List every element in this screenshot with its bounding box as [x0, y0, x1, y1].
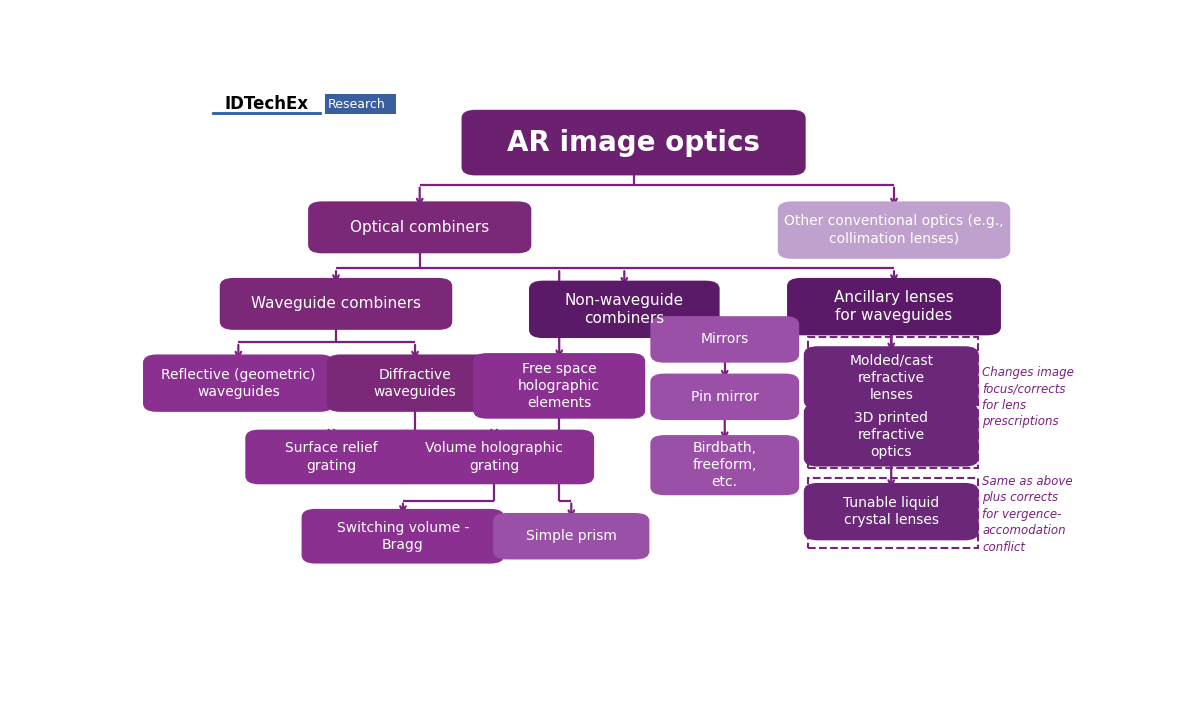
FancyBboxPatch shape	[804, 483, 979, 540]
Text: Surface relief
grating: Surface relief grating	[286, 442, 378, 473]
Text: Ancillary lenses
for waveguides: Ancillary lenses for waveguides	[834, 290, 954, 324]
Text: Changes image
focus/corrects
for lens
prescriptions: Changes image focus/corrects for lens pr…	[983, 366, 1074, 428]
FancyBboxPatch shape	[473, 353, 646, 419]
Text: Diffractive
waveguides: Diffractive waveguides	[373, 368, 456, 399]
FancyBboxPatch shape	[301, 509, 504, 564]
Text: 3D printed
refractive
optics: 3D printed refractive optics	[854, 411, 929, 459]
FancyBboxPatch shape	[650, 316, 799, 363]
Text: Waveguide combiners: Waveguide combiners	[251, 296, 421, 312]
FancyBboxPatch shape	[326, 354, 504, 412]
FancyBboxPatch shape	[308, 202, 532, 253]
Text: Other conventional optics (e.g.,
collimation lenses): Other conventional optics (e.g., collima…	[785, 214, 1003, 246]
Text: Reflective (geometric)
waveguides: Reflective (geometric) waveguides	[161, 368, 316, 399]
FancyBboxPatch shape	[804, 346, 979, 409]
Text: Free space
holographic
elements: Free space holographic elements	[518, 361, 600, 410]
FancyBboxPatch shape	[650, 435, 799, 496]
FancyBboxPatch shape	[787, 278, 1001, 335]
FancyBboxPatch shape	[778, 202, 1010, 258]
Text: Pin mirror: Pin mirror	[691, 390, 758, 404]
FancyBboxPatch shape	[220, 278, 452, 330]
FancyBboxPatch shape	[529, 280, 720, 338]
Text: Birdbath,
freeform,
etc.: Birdbath, freeform, etc.	[692, 441, 757, 489]
FancyBboxPatch shape	[143, 354, 334, 412]
Text: Same as above
plus corrects
for vergence-
accomodation
conflict: Same as above plus corrects for vergence…	[983, 475, 1073, 554]
Text: Non-waveguide
combiners: Non-waveguide combiners	[565, 293, 684, 326]
Text: Tunable liquid
crystal lenses: Tunable liquid crystal lenses	[844, 496, 940, 528]
Text: Switching volume -
Bragg: Switching volume - Bragg	[337, 520, 469, 552]
FancyBboxPatch shape	[650, 373, 799, 420]
Text: IDTechEx: IDTechEx	[224, 95, 308, 114]
Text: Optical combiners: Optical combiners	[350, 220, 490, 235]
FancyBboxPatch shape	[493, 513, 649, 559]
Text: Mirrors: Mirrors	[701, 332, 749, 346]
Text: Research: Research	[328, 98, 385, 111]
Text: AR image optics: AR image optics	[508, 129, 760, 157]
FancyBboxPatch shape	[804, 404, 979, 466]
FancyBboxPatch shape	[394, 430, 594, 484]
FancyBboxPatch shape	[325, 94, 396, 114]
FancyBboxPatch shape	[245, 430, 418, 484]
Text: Volume holographic
grating: Volume holographic grating	[425, 442, 563, 473]
FancyBboxPatch shape	[462, 110, 805, 175]
Text: Simple prism: Simple prism	[526, 529, 617, 543]
Text: Molded/cast
refractive
lenses: Molded/cast refractive lenses	[850, 354, 934, 402]
